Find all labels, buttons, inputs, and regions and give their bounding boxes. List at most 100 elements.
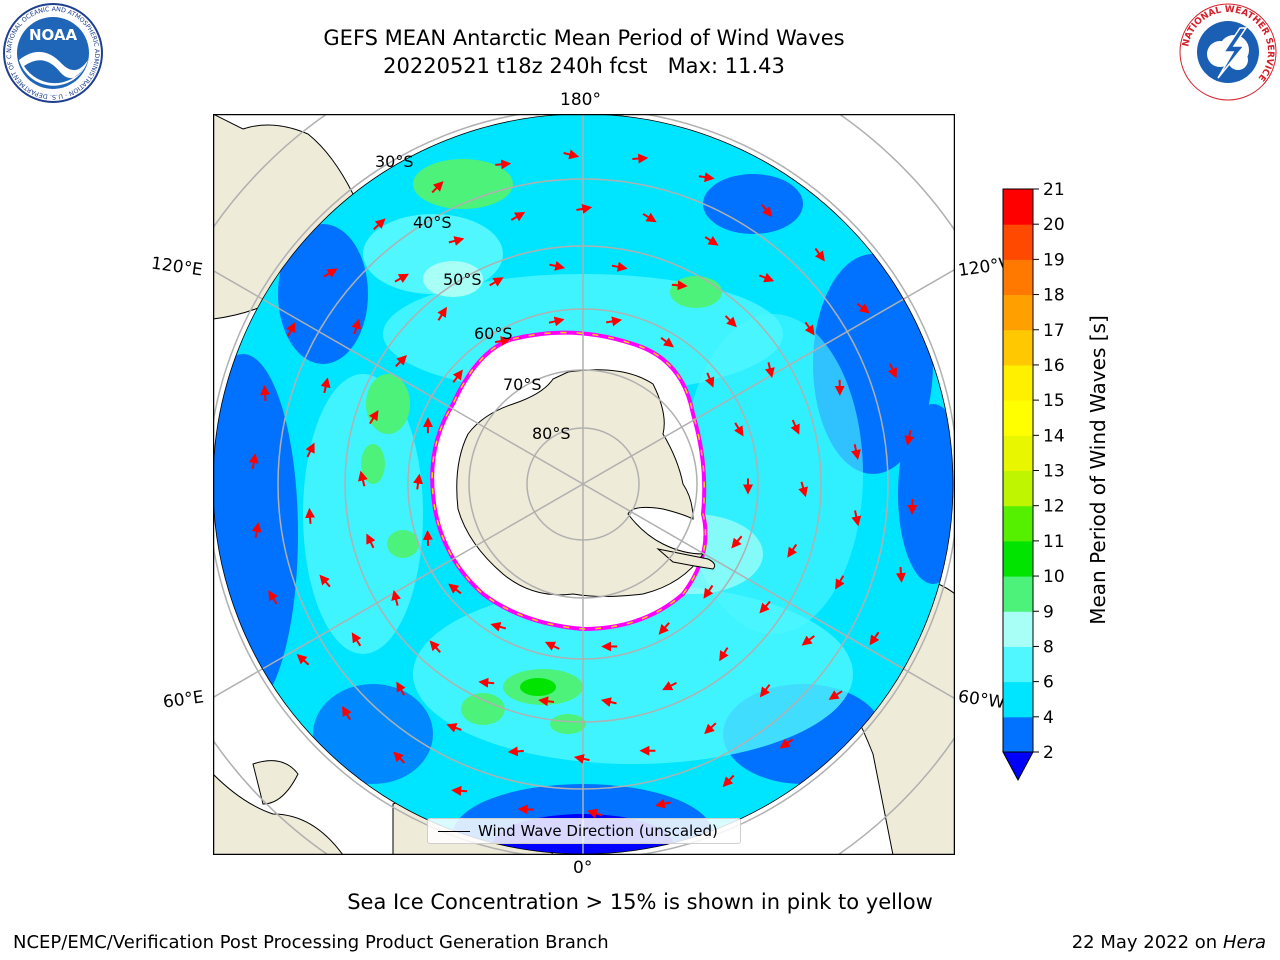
colorbar-segment bbox=[1003, 435, 1033, 471]
wind-wave-arrow bbox=[413, 473, 424, 490]
lat-label-30s: 30°S bbox=[375, 152, 414, 171]
colorbar-tick-label: 19 bbox=[1043, 250, 1065, 270]
wind-wave-arrow bbox=[632, 153, 649, 164]
noaa-logo-text: NOAA bbox=[29, 26, 78, 44]
lon-label-0: 0° bbox=[573, 858, 593, 878]
wind-wave-arrow bbox=[801, 635, 815, 646]
wind-wave-arrow bbox=[835, 575, 845, 590]
wind-wave-arrow bbox=[869, 631, 880, 646]
map-frame bbox=[213, 114, 955, 855]
colorbar-segments bbox=[1002, 189, 1034, 782]
wind-wave-arrow bbox=[489, 277, 504, 287]
wind-wave-arrow bbox=[495, 159, 512, 170]
colorbar-tick-label: 4 bbox=[1043, 708, 1054, 728]
wind-wave-arrow bbox=[734, 422, 744, 437]
wind-wave-arrow bbox=[538, 696, 555, 707]
noaa-logo: NATIONAL OCEANIC AND ATMOSPHERIC ADMINIS… bbox=[2, 2, 103, 103]
wind-wave-arrow bbox=[671, 280, 688, 291]
legend-line-swatch bbox=[438, 831, 470, 832]
land-madagascar bbox=[252, 760, 299, 805]
lat-label-60s: 60°S bbox=[474, 324, 513, 343]
wind-wave-arrow bbox=[431, 181, 444, 194]
wind-wave-arrow bbox=[704, 722, 717, 735]
colorbar-tick-label: 11 bbox=[1043, 532, 1065, 552]
sea-ice-note: Sea Ice Concentration > 15% is shown in … bbox=[347, 890, 933, 914]
wind-wave-arrow bbox=[319, 574, 331, 588]
colorbar-segment bbox=[1003, 329, 1033, 366]
colorbar-tick-label: 15 bbox=[1043, 391, 1065, 411]
antarctica-sea-ice bbox=[430, 330, 716, 632]
wind-wave-arrow bbox=[611, 261, 628, 272]
wind-wave-arrow bbox=[600, 697, 617, 707]
colorbar-tick-label: 21 bbox=[1043, 180, 1065, 200]
colorbar-tick-label: 13 bbox=[1043, 462, 1065, 482]
wind-wave-arrow bbox=[759, 272, 775, 283]
colorbar-segment bbox=[1003, 259, 1033, 296]
wind-wave-arrow bbox=[904, 430, 915, 446]
wind-wave-arrow bbox=[323, 268, 338, 278]
colorbar-tick-label: 10 bbox=[1043, 567, 1065, 587]
wind-wave-arrow bbox=[437, 306, 447, 321]
wind-wave-arrow bbox=[429, 640, 441, 653]
colorbar-segment bbox=[1003, 611, 1033, 647]
wind-wave-arrow bbox=[358, 470, 368, 487]
colorbar-tick-label: 14 bbox=[1043, 426, 1065, 446]
colorbar-tick-label: 9 bbox=[1043, 602, 1054, 622]
wind-wave-arrow bbox=[391, 590, 401, 606]
colorbar-segment bbox=[1003, 576, 1033, 612]
wind-wave-arrow bbox=[373, 218, 386, 230]
colorbar-segment bbox=[1003, 400, 1033, 436]
footer-date: 22 May 2022 on Hera bbox=[1072, 932, 1266, 953]
wind-wave-arrow bbox=[305, 507, 316, 524]
wind-wave-arrow bbox=[260, 385, 271, 401]
colorbar-segment bbox=[1003, 224, 1033, 260]
colorbar-tick-label: 17 bbox=[1043, 321, 1065, 341]
wind-wave-arrow bbox=[798, 481, 808, 498]
wind-wave-arrow bbox=[305, 442, 315, 458]
colorbar-extend-triangle bbox=[1002, 751, 1034, 782]
wind-wave-arrow bbox=[268, 590, 278, 605]
colorbar-tick-label: 16 bbox=[1043, 356, 1065, 376]
wind-wave-arrow bbox=[724, 315, 737, 328]
wind-wave-arrow bbox=[448, 236, 465, 246]
wind-wave-arrow bbox=[393, 751, 406, 764]
wind-wave-arrow bbox=[704, 372, 715, 388]
colorbar-segment bbox=[1003, 364, 1033, 401]
lat-label-70s: 70°S bbox=[503, 375, 542, 394]
wind-wave-arrow bbox=[573, 754, 590, 764]
wind-wave-arrow bbox=[642, 212, 657, 223]
wind-wave-arrow bbox=[658, 622, 670, 635]
wind-wave-arrow bbox=[851, 444, 861, 460]
map-title: GEFS MEAN Antarctic Mean Period of Wind … bbox=[323, 26, 845, 50]
lon-label-120e: 120°E bbox=[149, 253, 204, 281]
colorbar-label: Mean Period of Wind Waves [s] bbox=[1086, 315, 1110, 625]
footer-machine: Hera bbox=[1222, 932, 1266, 953]
colorbar-segment bbox=[1003, 540, 1033, 577]
wind-wave-arrow bbox=[549, 261, 566, 271]
wind-wave-arrow bbox=[366, 533, 376, 549]
colorbar-segment bbox=[1003, 505, 1033, 542]
wind-wave-arrows bbox=[248, 149, 918, 819]
wind-wave-arrow bbox=[851, 510, 862, 527]
colorbar-segment bbox=[1003, 716, 1033, 753]
wind-wave-arrow bbox=[396, 681, 406, 696]
colorbar-segment bbox=[1003, 681, 1033, 718]
lat-label-80s: 80°S bbox=[532, 424, 571, 443]
wind-wave-arrow bbox=[698, 172, 715, 183]
polar-map bbox=[213, 114, 955, 855]
wind-wave-arrow bbox=[248, 453, 259, 470]
wind-wave-arrow bbox=[814, 247, 825, 262]
wind-wave-arrow bbox=[451, 785, 468, 796]
wind-wave-arrow bbox=[587, 808, 603, 819]
wind-wave-arrow bbox=[368, 410, 379, 425]
footer-organization: NCEP/EMC/Verification Post Processing Pr… bbox=[13, 932, 609, 953]
wind-wave-arrow bbox=[507, 746, 524, 757]
wind-wave-arrow bbox=[296, 653, 310, 666]
wind-wave-arrow bbox=[856, 302, 870, 314]
colorbar-tick-label: 2 bbox=[1043, 743, 1054, 763]
wind-wave-arrow bbox=[759, 684, 771, 698]
lon-label-180: 180° bbox=[560, 90, 601, 110]
wind-wave-arrow bbox=[351, 318, 361, 335]
colorbar-tick-label: 20 bbox=[1043, 215, 1065, 235]
wind-wave-arrow bbox=[655, 798, 671, 809]
